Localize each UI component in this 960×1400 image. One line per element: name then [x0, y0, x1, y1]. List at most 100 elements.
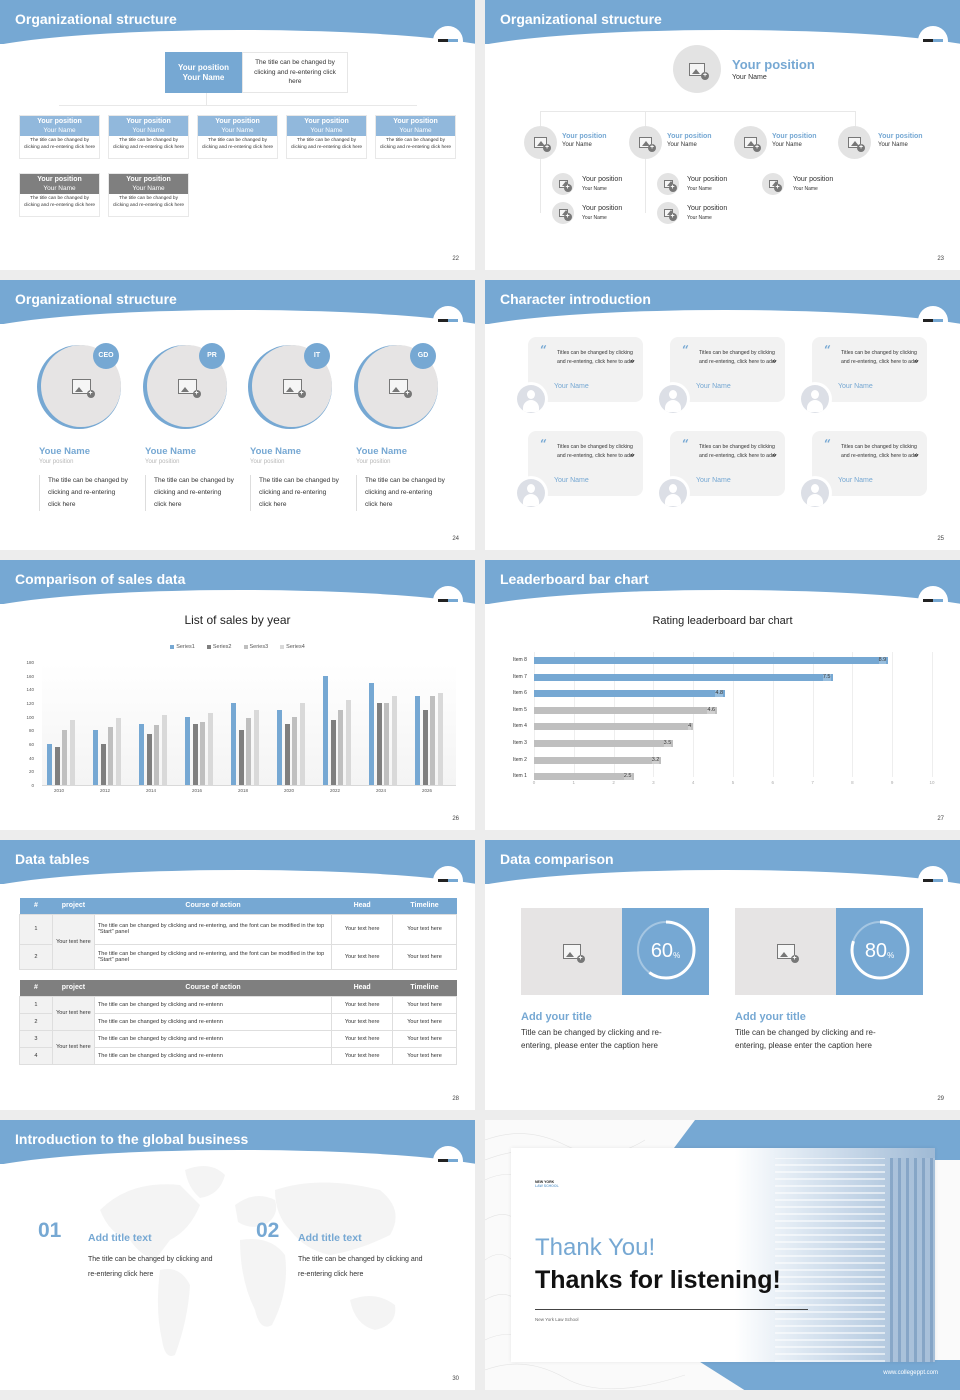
table-row: 4 The title can be changed by clicking a… [19, 1046, 457, 1065]
avatar[interactable] [798, 382, 832, 416]
chart-bar [69, 720, 75, 785]
photo-placeholder[interactable] [552, 202, 574, 224]
chart-bar: 3.2 [534, 756, 662, 764]
person-desc: The title can be changed by clicking and… [250, 475, 340, 511]
chart-bar [108, 726, 113, 785]
slide-31-thank-you[interactable]: NEW YORK LAW SCHOOL Thank You! Thanks for… [485, 1120, 960, 1390]
slide-22-org-structure[interactable]: Organizational structure Your position Y… [0, 0, 475, 270]
photo-placeholder[interactable] [734, 126, 767, 159]
chart-bar [323, 675, 328, 785]
name-label: Your Name [772, 142, 802, 148]
photo-placeholder[interactable] [657, 202, 679, 224]
item-title: Add your title [735, 1011, 806, 1023]
image-add-icon [663, 180, 677, 192]
position-label: Your position [582, 205, 623, 212]
chart-bar [376, 703, 382, 785]
org-box-gray: Your position Your Name The title can be … [19, 173, 100, 217]
photo-placeholder[interactable] [521, 908, 622, 995]
person-position: Your position [39, 459, 74, 465]
photo-placeholder[interactable] [735, 908, 836, 995]
photo-placeholder[interactable] [762, 173, 784, 195]
avatar[interactable] [798, 476, 832, 510]
closing-card: NEW YORK LAW SCHOOL Thank You! Thanks for… [511, 1148, 935, 1362]
table-row: 1 Your text here The title can be change… [19, 995, 457, 1031]
chart-bar: 2.5 [534, 773, 634, 781]
school-logo-badge [918, 306, 948, 336]
chart-bar [284, 723, 290, 785]
avatar[interactable] [656, 382, 690, 416]
chart-bar: 4.8 [534, 690, 726, 698]
website-link[interactable]: www.collegeppt.com [883, 1370, 938, 1376]
slide-27-leaderboard[interactable]: Leaderboard bar chart Rating leaderboard… [485, 560, 960, 830]
quote-card: “ Titles can be changed by clicking and … [670, 431, 785, 496]
quote-name: Your Name [696, 477, 731, 484]
photo-placeholder[interactable] [552, 173, 574, 195]
name-label: Your Name [562, 142, 592, 148]
photo-placeholder[interactable] [673, 45, 721, 93]
connector-line [206, 93, 207, 105]
slide-28-data-tables[interactable]: Data tables # project Course of action Head… [0, 840, 475, 1110]
org-top-desc: The title can be changed by clicking and… [242, 52, 348, 93]
slide-25-character-intro[interactable]: Character introduction “ Titles can be c… [485, 280, 960, 550]
slide-24-org-structure[interactable]: Organizational structure CEO Youe Name Y… [0, 280, 475, 550]
gridline [653, 652, 655, 777]
photo-placeholder[interactable] [524, 126, 557, 159]
user-icon [659, 479, 687, 507]
org-box: Your position Your Name The title can be … [197, 115, 278, 159]
quote-text: Titles can be changed by clicking and re… [841, 444, 917, 460]
photo-placeholder[interactable] [41, 345, 121, 427]
slide-26-sales-comparison[interactable]: Comparison of sales data List of sales b… [0, 560, 475, 830]
chart-bar: 4.6 [534, 706, 718, 714]
y-tick: 120 [26, 701, 34, 706]
quote-card: “ Titles can be changed by clicking and … [812, 337, 927, 402]
bar-label: Item 2 [513, 756, 527, 763]
x-tick: 5 [731, 780, 735, 785]
user-icon [517, 479, 545, 507]
connector-line [855, 111, 856, 127]
school-logo-badge [433, 866, 463, 896]
x-tick: 7 [811, 780, 814, 785]
photo-placeholder[interactable] [657, 173, 679, 195]
chart-title: Rating leaderboard bar chart [652, 615, 793, 627]
data-table-2: # project Course of action Head Timeline 1 Y… [19, 980, 457, 1065]
avatar[interactable] [514, 382, 548, 416]
photo-placeholder[interactable] [629, 126, 662, 159]
chart-legend: Series1 Series2 Series3 Series4 [0, 644, 475, 650]
slide-30-global-business[interactable]: Introduction to the global business 01 A… [0, 1120, 475, 1390]
chart-bar [437, 692, 443, 785]
x-tick: 10 [929, 780, 935, 785]
quote-card: “ Titles can be changed by clicking and … [528, 431, 643, 496]
school-logo-badge [433, 1146, 463, 1176]
avatar[interactable] [514, 476, 548, 510]
user-icon [517, 385, 545, 413]
slide-29-data-comparison[interactable]: Data comparison 60% Add your title Title… [485, 840, 960, 1110]
x-tick: 4 [691, 780, 695, 785]
position-label: Your position [687, 205, 728, 212]
x-tick: 2016 [191, 788, 202, 793]
org-box: Your position Your Name The title can be … [108, 115, 189, 159]
person-position: Your position [356, 459, 391, 465]
chart-bar [246, 718, 251, 785]
bar-label: Item 6 [513, 690, 527, 697]
quote-name: Your Name [838, 477, 873, 484]
org-box: Your position Your Name The title can be … [19, 115, 100, 159]
avatar[interactable] [656, 476, 690, 510]
image-add-icon [848, 137, 865, 152]
gridline [733, 652, 734, 777]
image-add-icon [768, 180, 782, 192]
x-tick: 2018 [237, 788, 248, 793]
progress-ring [636, 920, 696, 980]
chart-bar [62, 730, 67, 785]
legend-item: Series4 [280, 644, 305, 650]
slide-23-org-structure[interactable]: Organizational structure Your position Y… [485, 0, 960, 270]
chart-bar [253, 709, 259, 785]
slide-title: Data tables [15, 851, 90, 867]
bar-label: Item 4 [513, 723, 527, 730]
photo-placeholder[interactable] [838, 126, 871, 159]
y-tick: 100 [26, 714, 34, 720]
accent-band [697, 1360, 960, 1390]
table-row: 1 Your text here The title can be change… [19, 913, 457, 970]
x-tick: 2022 [329, 788, 340, 793]
connector-line [540, 111, 855, 112]
item-desc: The title can be changed by clicking and… [88, 1256, 213, 1278]
